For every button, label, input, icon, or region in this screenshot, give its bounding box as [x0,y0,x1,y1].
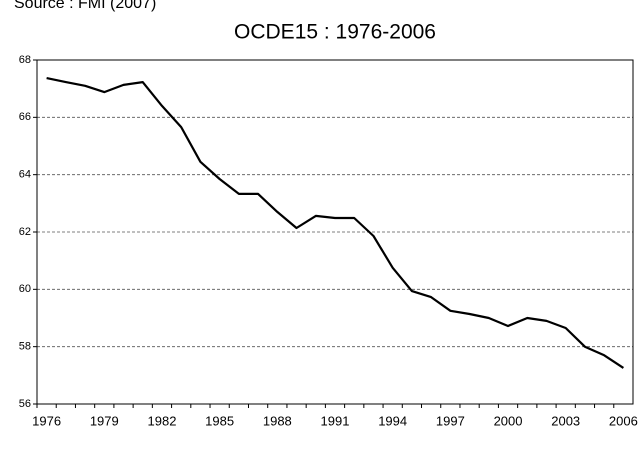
x-tick-label: 2000 [494,413,523,428]
y-tick-label: 64 [19,169,31,181]
x-tick-label: 1976 [32,413,61,428]
y-tick-label: 66 [19,111,31,123]
plot-frame [36,59,634,405]
y-tick-label: 58 [19,341,31,353]
source-note: Source : FMI (2007) [14,0,156,12]
x-tick-label: 1994 [378,413,407,428]
chart-title: OCDE15 : 1976-2006 [234,21,436,44]
y-tick-label: 68 [19,54,31,66]
x-tick-label: 2006 [609,413,638,428]
x-tick-label: 1985 [205,413,234,428]
x-tick-label: 1979 [90,413,119,428]
x-tick-label: 1988 [263,413,292,428]
y-tick-label: 60 [19,283,31,295]
data-line [46,77,625,369]
x-tick-label: 1991 [321,413,350,428]
y-tick-label: 62 [19,226,31,238]
x-tick-label: 1982 [148,413,177,428]
x-tick-label: 1997 [436,413,465,428]
y-tick-label: 56 [19,398,31,410]
x-tick-label: 2003 [551,413,580,428]
